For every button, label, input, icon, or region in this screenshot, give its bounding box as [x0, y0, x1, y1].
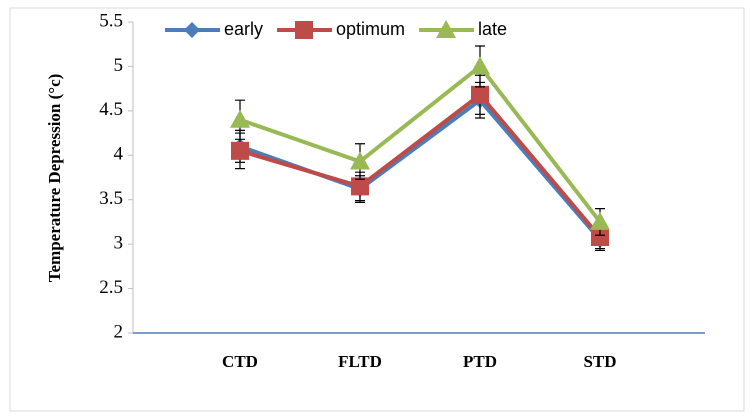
marker	[436, 20, 457, 38]
x-tick-label: CTD	[222, 352, 258, 371]
marker	[591, 228, 609, 247]
marker	[295, 21, 314, 39]
y-tick-label: 5.5	[99, 10, 123, 31]
marker	[350, 151, 370, 170]
marker	[471, 85, 489, 104]
legend-label: optimum	[336, 19, 405, 39]
y-tick-label: 3	[114, 233, 124, 254]
chart-border	[9, 7, 745, 412]
y-tick-label: 4	[114, 144, 124, 165]
legend-label: early	[224, 19, 263, 39]
y-tick-label: 3.5	[99, 188, 123, 209]
marker	[351, 177, 369, 196]
marker	[231, 141, 249, 160]
x-tick-label: STD	[583, 352, 616, 371]
y-tick-label: 2.5	[99, 277, 123, 298]
marker	[590, 211, 610, 230]
y-tick-label: 2	[114, 321, 124, 342]
series-line	[239, 63, 602, 224]
y-tick-label: 4.5	[99, 99, 123, 120]
y-axis-label: Temperature Depression (°c)	[45, 74, 64, 283]
marker	[230, 109, 250, 128]
y-tick-label: 5	[114, 55, 124, 76]
legend-label: late	[478, 19, 507, 39]
x-tick-label: FLTD	[338, 352, 382, 371]
marker	[184, 22, 200, 38]
series-line	[239, 92, 602, 239]
marker	[470, 56, 490, 75]
x-tick-label: PTD	[463, 352, 497, 371]
